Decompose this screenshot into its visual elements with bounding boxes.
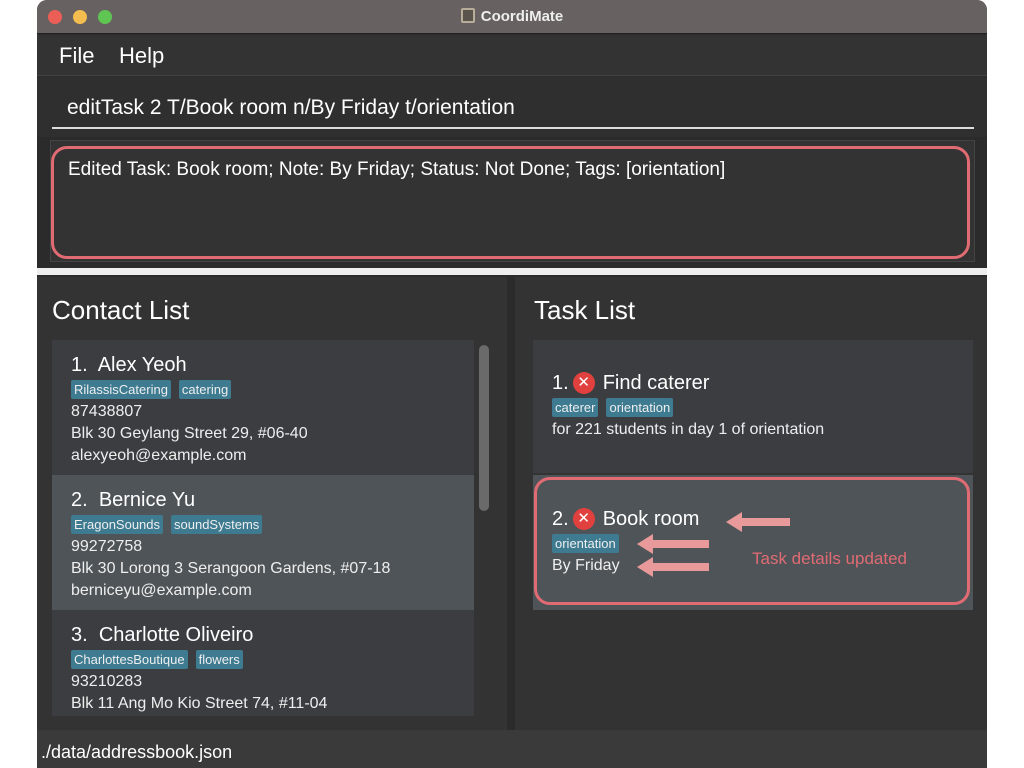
task-note: for 221 students in day 1 of orientation	[552, 421, 825, 438]
tag: catering	[178, 380, 232, 399]
tag: soundSystems	[171, 515, 263, 534]
contact-name: Bernice Yu	[98, 489, 196, 511]
menu-bar: File Help	[37, 35, 987, 76]
annotation-highlight	[534, 477, 970, 605]
contact-index: 1.	[71, 354, 88, 376]
task-card[interactable]: 2. ✕ Book room orientation By Friday	[533, 475, 973, 610]
contact-index: 2.	[71, 489, 88, 511]
contact-card[interactable]: 2. Bernice Yu EragonSounds soundSystems 9…	[52, 475, 474, 610]
result-text: Edited Task: Book room; Note: By Friday;…	[68, 159, 726, 180]
tag: caterer	[552, 398, 599, 417]
x-circle-icon: ✕	[572, 508, 595, 530]
maximize-button[interactable]	[98, 10, 112, 24]
contact-address: Blk 30 Lorong 3 Serangoon Gardens, #07-1…	[71, 560, 391, 577]
arrow-icon	[637, 534, 709, 554]
tag: CharlottesBoutique	[71, 650, 188, 669]
contact-index: 3.	[71, 624, 88, 646]
calendar-icon	[460, 8, 475, 23]
x-circle-icon: ✕	[572, 372, 595, 394]
task-title: Find caterer	[602, 372, 710, 394]
task-panel: Task List 1. ✕ Find caterer caterer orienta…	[515, 277, 987, 730]
task-card[interactable]: 1. ✕ Find caterer caterer orientation for 2…	[533, 340, 973, 473]
tag: orientation	[606, 398, 674, 417]
contact-phone: 87438807	[71, 403, 143, 420]
arrow-icon	[637, 557, 709, 577]
tag: orientation	[552, 534, 619, 553]
divider	[37, 268, 987, 275]
scrollbar-thumb[interactable]	[479, 345, 489, 511]
contact-address: Blk 30 Geylang Street 29, #06-40	[71, 425, 308, 442]
arrow-icon	[726, 512, 790, 532]
contact-phone: 93210283	[71, 673, 143, 690]
close-button[interactable]	[48, 10, 62, 24]
status-bar: ./data/addressbook.json	[37, 730, 987, 768]
tag: EragonSounds	[71, 515, 164, 534]
title-bar: CoordiMate	[37, 0, 987, 34]
annotation-label: Task details updated	[752, 549, 907, 568]
command-input[interactable]	[52, 89, 974, 129]
annotation-highlight	[51, 146, 970, 259]
contact-panel: Contact List 1. Alex Yeoh RilassisCateri…	[37, 277, 507, 730]
split-divider[interactable]	[507, 277, 515, 730]
contact-name: Alex Yeoh	[97, 354, 187, 376]
contact-list-title: Contact List	[52, 295, 190, 325]
contact-phone: 99272758	[71, 538, 143, 555]
task-note: By Friday	[552, 557, 620, 574]
storage-path: ./data/addressbook.json	[41, 742, 233, 762]
task-title: Book room	[602, 508, 700, 530]
task-index: 1.	[552, 372, 569, 394]
task-list: 1. ✕ Find caterer caterer orientation for 2…	[533, 340, 973, 610]
window-title: CoordiMate	[37, 8, 987, 25]
window-title-text: CoordiMate	[480, 8, 564, 25]
contact-name: Charlotte Oliveiro	[98, 624, 254, 646]
contact-card[interactable]: 3. Charlotte Oliveiro CharlottesBoutique…	[52, 610, 474, 716]
task-list-title: Task List	[534, 295, 636, 325]
result-display: Edited Task: Book room; Note: By Friday;…	[50, 140, 975, 262]
app-window: CoordiMate File Help Edited Task: Book r…	[37, 0, 987, 768]
contact-address: Blk 11 Ang Mo Kio Street 74, #11-04	[71, 695, 328, 712]
tag: flowers	[195, 650, 243, 669]
command-box	[37, 77, 987, 137]
tag: RilassisCatering	[71, 380, 171, 399]
contact-email: berniceyu@example.com	[71, 582, 252, 599]
contact-email: alexyeoh@example.com	[71, 447, 247, 464]
menu-file[interactable]: File	[59, 43, 95, 68]
contact-list: 1. Alex Yeoh RilassisCatering catering 87…	[52, 340, 474, 716]
task-index: 2.	[552, 508, 569, 530]
contact-card[interactable]: 1. Alex Yeoh RilassisCatering catering 87…	[52, 340, 474, 475]
menu-help[interactable]: Help	[119, 43, 165, 68]
minimize-button[interactable]	[73, 10, 87, 24]
